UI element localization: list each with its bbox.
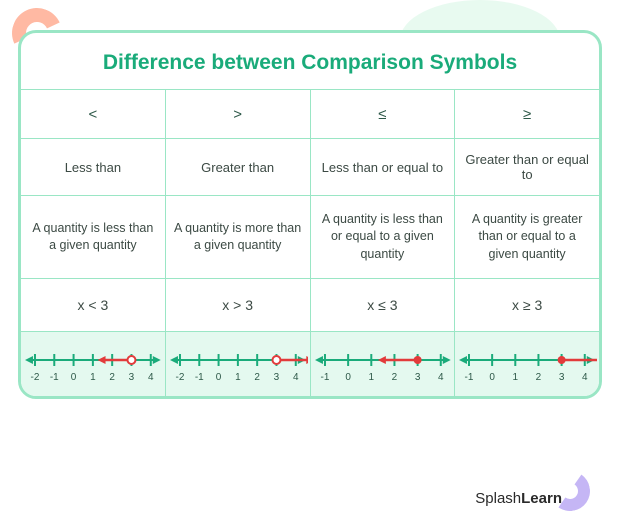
- numberline-cell: -2 -1 0 1 2 3 4: [21, 332, 166, 396]
- symbol-cell: <: [21, 90, 166, 138]
- svg-text:1: 1: [235, 372, 241, 383]
- brand-bold: Learn: [521, 490, 562, 507]
- example-cell: x < 3: [21, 279, 166, 331]
- numberline-le: -1 0 1 2 3 4: [313, 338, 453, 392]
- svg-text:-2: -2: [31, 372, 40, 383]
- svg-text:-1: -1: [320, 372, 329, 383]
- numberline-ge: -1 0 1 2 3 4: [457, 338, 597, 392]
- svg-text:4: 4: [582, 372, 588, 383]
- svg-text:-1: -1: [50, 372, 59, 383]
- example-cell: x ≥ 3: [455, 279, 599, 331]
- example-cell: x ≤ 3: [311, 279, 456, 331]
- svg-text:3: 3: [129, 372, 135, 383]
- symbol-row: < > ≤ ≥: [21, 89, 599, 138]
- svg-text:1: 1: [90, 372, 96, 383]
- numberline-gt: -2 -1 0 1 2 3 4: [168, 338, 308, 392]
- numberline-cell: -1 0 1 2 3 4: [311, 332, 456, 396]
- numberline-row: -2 -1 0 1 2 3 4 -2 -1 0 1 2 3 4 -1 0 1 2 3 4 -1 0 1 2 3 4: [21, 331, 599, 396]
- description-cell: A quantity is more than a given quantity: [166, 196, 311, 278]
- description-row: A quantity is less than a given quantity…: [21, 195, 599, 278]
- svg-text:3: 3: [414, 372, 420, 383]
- name-row: Less than Greater than Less than or equa…: [21, 138, 599, 195]
- brand-light: Splash: [475, 490, 521, 507]
- numberline-lt: -2 -1 0 1 2 3 4: [23, 338, 163, 392]
- table-title: Difference between Comparison Symbols: [21, 33, 599, 89]
- symbol-cell: ≥: [455, 90, 599, 138]
- svg-text:0: 0: [490, 372, 496, 383]
- svg-text:-1: -1: [195, 372, 204, 383]
- brand-logo: SplashLearn: [475, 490, 562, 507]
- svg-text:1: 1: [513, 372, 519, 383]
- svg-text:-2: -2: [175, 372, 184, 383]
- svg-text:4: 4: [148, 372, 154, 383]
- svg-text:0: 0: [71, 372, 77, 383]
- example-row: x < 3 x > 3 x ≤ 3 x ≥ 3: [21, 278, 599, 331]
- name-cell: Greater than: [166, 139, 311, 195]
- svg-text:3: 3: [273, 372, 279, 383]
- numberline-cell: -1 0 1 2 3 4: [455, 332, 599, 396]
- description-cell: A quantity is greater than or equal to a…: [455, 196, 599, 278]
- numberline-cell: -2 -1 0 1 2 3 4: [166, 332, 311, 396]
- svg-text:0: 0: [216, 372, 222, 383]
- svg-text:2: 2: [536, 372, 542, 383]
- svg-text:4: 4: [437, 372, 443, 383]
- name-cell: Less than: [21, 139, 166, 195]
- svg-text:1: 1: [368, 372, 374, 383]
- svg-text:2: 2: [109, 372, 115, 383]
- svg-text:2: 2: [391, 372, 397, 383]
- comparison-table-card: Difference between Comparison Symbols < …: [18, 30, 602, 399]
- svg-text:-1: -1: [465, 372, 474, 383]
- svg-text:4: 4: [293, 372, 299, 383]
- example-cell: x > 3: [166, 279, 311, 331]
- svg-text:3: 3: [559, 372, 565, 383]
- symbol-cell: >: [166, 90, 311, 138]
- name-cell: Less than or equal to: [311, 139, 456, 195]
- svg-text:0: 0: [345, 372, 351, 383]
- svg-text:2: 2: [254, 372, 260, 383]
- description-cell: A quantity is less than or equal to a gi…: [311, 196, 456, 278]
- description-cell: A quantity is less than a given quantity: [21, 196, 166, 278]
- symbol-cell: ≤: [311, 90, 456, 138]
- name-cell: Greater than or equal to: [455, 139, 599, 195]
